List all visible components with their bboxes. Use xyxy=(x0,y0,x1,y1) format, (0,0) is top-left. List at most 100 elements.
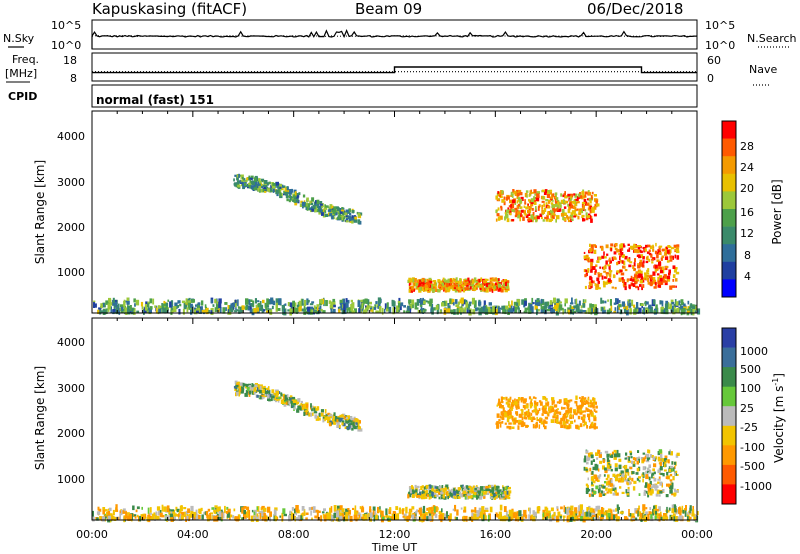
echo-cell xyxy=(154,515,158,520)
echo-cell xyxy=(661,300,664,307)
echo-cell xyxy=(434,494,437,498)
echo-cell xyxy=(323,508,326,511)
echo-cell xyxy=(624,286,627,291)
echo-cell xyxy=(306,404,309,408)
echo-cell xyxy=(609,465,612,469)
echo-cell xyxy=(615,508,617,512)
echo-cell xyxy=(342,215,345,218)
echo-cell xyxy=(357,427,361,432)
echo-cell xyxy=(294,508,296,514)
echo-cell xyxy=(318,412,321,417)
echo-cell xyxy=(604,264,607,270)
echo-cell xyxy=(455,277,458,282)
echo-cell xyxy=(524,213,527,216)
echo-cell xyxy=(568,203,571,206)
echo-cell xyxy=(485,507,489,510)
echo-cell xyxy=(609,270,612,275)
echo-cell xyxy=(277,188,281,193)
echo-cell xyxy=(591,470,594,475)
echo-cell xyxy=(563,424,567,429)
echo-cell xyxy=(319,305,322,313)
echo-cell xyxy=(376,514,378,520)
echo-cell xyxy=(205,307,209,313)
echo-cell xyxy=(211,307,214,314)
echo-cell xyxy=(542,396,546,400)
echo-cell xyxy=(588,197,591,202)
echo-cell xyxy=(652,249,655,252)
echo-cell xyxy=(632,285,636,287)
echo-cell xyxy=(632,265,634,270)
echo-cell xyxy=(319,203,323,206)
echo-cell xyxy=(696,511,699,516)
echo-cell xyxy=(453,488,456,493)
echo-cell xyxy=(521,397,524,401)
echo-cell xyxy=(401,509,404,515)
echo-cell xyxy=(267,188,270,192)
echo-cell xyxy=(185,516,187,522)
echo-cell xyxy=(304,410,308,413)
echo-cell xyxy=(395,506,399,510)
echo-cell xyxy=(386,517,389,521)
echo-cell xyxy=(604,281,608,285)
echo-cell xyxy=(262,299,265,304)
echo-cell xyxy=(514,398,516,402)
echo-cell xyxy=(550,196,553,200)
echo-cell xyxy=(577,193,581,198)
echo-cell xyxy=(582,310,586,313)
echo-cell xyxy=(99,309,101,315)
echo-cell xyxy=(240,386,244,389)
echo-cell xyxy=(595,405,598,409)
echo-cell xyxy=(464,280,468,283)
echo-cell xyxy=(589,205,593,210)
echo-cell xyxy=(435,304,439,310)
echo-cell xyxy=(555,201,558,205)
echo-cell xyxy=(428,513,432,517)
echo-cell xyxy=(452,287,456,291)
echo-cell xyxy=(444,487,447,492)
echo-cell xyxy=(575,198,579,201)
echo-cell xyxy=(323,205,328,210)
echo-cell xyxy=(669,285,673,290)
echo-cell xyxy=(625,456,629,460)
echo-cell xyxy=(451,298,455,303)
echo-cell xyxy=(422,505,426,511)
echo-cell xyxy=(287,186,289,191)
echo-cell xyxy=(447,303,450,306)
echo-cell xyxy=(662,278,665,282)
echo-cell xyxy=(608,265,611,270)
echo-cell xyxy=(620,471,624,475)
echo-cell xyxy=(332,419,335,422)
echo-cell xyxy=(429,298,433,304)
echo-cell xyxy=(658,264,661,270)
echo-cell xyxy=(443,496,447,500)
echo-cell xyxy=(439,280,443,284)
echo-cell xyxy=(332,308,336,314)
echo-cell xyxy=(280,393,283,397)
echo-cell xyxy=(288,402,291,407)
echo-cell xyxy=(409,493,412,498)
echo-cell xyxy=(399,306,402,311)
echo-cell xyxy=(301,202,306,207)
echo-cell xyxy=(530,418,534,423)
echo-cell xyxy=(319,201,323,206)
echo-cell xyxy=(648,511,652,515)
echo-cell xyxy=(576,405,579,410)
freq-units-label: [MHz] xyxy=(5,67,37,80)
echo-cell xyxy=(645,276,648,280)
echo-cell xyxy=(100,303,103,309)
echo-cell xyxy=(345,302,349,309)
echo-cell xyxy=(516,195,519,200)
echo-cell xyxy=(658,275,663,278)
echo-cell xyxy=(553,214,556,217)
echo-cell xyxy=(173,512,176,517)
echo-cell xyxy=(619,255,621,258)
echo-cell xyxy=(281,188,284,191)
echo-cell xyxy=(527,210,531,214)
echo-cell xyxy=(374,304,376,307)
echo-cell xyxy=(135,509,138,513)
echo-cell xyxy=(603,283,606,288)
echo-cell xyxy=(684,510,687,517)
echo-cell xyxy=(288,515,291,519)
echo-cell xyxy=(642,472,645,475)
echo-cell xyxy=(598,453,602,458)
